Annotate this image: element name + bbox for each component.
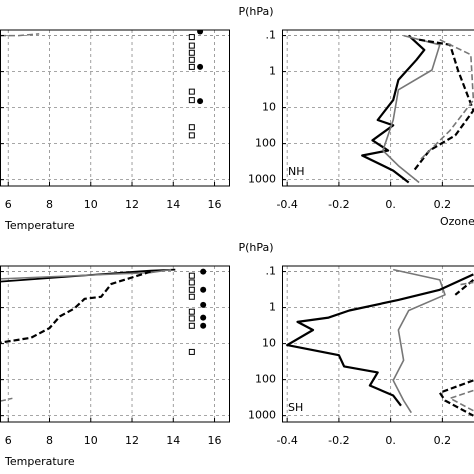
circle-marker <box>200 322 207 329</box>
y-tick-label: 1000 <box>248 173 276 186</box>
square-marker <box>188 279 195 286</box>
y-tick-label: 100 <box>255 373 276 386</box>
x-tick-label: 12 <box>125 434 139 447</box>
y-axis-label: P(hPa) <box>238 5 273 18</box>
profile-line <box>418 38 474 162</box>
panel: -0.4 -0.2 0. 0.2 .1 1 10 100 1000 SH P(hPa) <box>238 241 474 447</box>
panel-label: SH <box>288 401 303 414</box>
plot-frame <box>282 265 474 423</box>
x-tick-label: 12 <box>125 198 139 211</box>
x-axis-label: Ozone ( <box>440 215 474 228</box>
y-tick-label: 10 <box>262 101 276 114</box>
square-marker <box>188 293 195 300</box>
x-tick-label: 16 <box>208 198 222 211</box>
square-marker <box>188 322 195 329</box>
profile-line <box>413 38 474 172</box>
y-tick-label: 10 <box>262 337 276 350</box>
y-tick-label: 1 <box>269 65 276 78</box>
plot-frame <box>0 29 230 187</box>
y-tick-label: .1 <box>266 29 277 42</box>
square-marker <box>188 34 195 41</box>
profile-line <box>0 270 151 344</box>
x-tick-label: 14 <box>166 198 180 211</box>
circle-marker <box>197 30 204 35</box>
plot-area <box>0 30 230 186</box>
square-marker <box>188 42 195 49</box>
profile-line <box>438 279 474 417</box>
y-tick-label: 1 <box>269 301 276 314</box>
square-marker <box>188 348 195 355</box>
x-tick-label: 14 <box>166 434 180 447</box>
x-tick-label: -0.2 <box>328 434 349 447</box>
panel-label: NH <box>288 165 305 178</box>
profile-line <box>286 273 474 407</box>
profile-line <box>0 33 40 37</box>
plot-area <box>282 266 474 422</box>
panel: -0.4 -0.2 0. 0.2 .1 1 10 100 1000 NH P(hPa) Ozone ( <box>238 5 474 228</box>
x-tick-label: 16 <box>208 434 222 447</box>
x-tick-label: 0. <box>385 434 396 447</box>
x-tick-label: 10 <box>84 434 98 447</box>
circle-marker <box>200 314 207 321</box>
circle-marker <box>197 98 204 105</box>
plot-area <box>0 266 230 422</box>
panel: 6 8 10 12 14 16 Temperature <box>0 265 230 468</box>
profile-line <box>392 268 446 414</box>
square-marker <box>188 63 195 70</box>
panel: 6 8 10 12 14 16 Temperature <box>0 29 230 232</box>
plot-frame <box>282 29 474 187</box>
y-axis-label: P(hPa) <box>238 241 273 254</box>
x-tick-label: 0.2 <box>434 198 452 211</box>
plot-frame <box>0 265 230 423</box>
y-tick-label: .1 <box>266 265 277 278</box>
square-marker <box>188 88 195 95</box>
square-marker <box>188 132 195 139</box>
profile-line <box>361 34 426 184</box>
square-marker <box>188 97 195 104</box>
y-tick-label: 1000 <box>248 409 276 422</box>
x-tick-label: -0.4 <box>276 434 297 447</box>
square-marker <box>188 308 195 315</box>
x-tick-label: 0. <box>385 198 396 211</box>
profile-line <box>382 34 441 184</box>
circle-marker <box>200 286 207 293</box>
x-tick-label: -0.2 <box>328 198 349 211</box>
x-tick-label: 8 <box>46 198 53 211</box>
x-tick-label: 6 <box>5 198 12 211</box>
plot-area <box>282 30 474 186</box>
circle-marker <box>200 268 207 275</box>
x-axis-label: Temperature <box>4 219 75 232</box>
x-tick-label: 10 <box>84 198 98 211</box>
profile-line <box>449 281 474 412</box>
circle-marker <box>200 301 207 308</box>
x-tick-label: 8 <box>46 434 53 447</box>
y-tick-label: 100 <box>255 137 276 150</box>
square-marker <box>188 124 195 131</box>
x-axis-label: Temperature <box>4 455 75 468</box>
profile-line <box>0 397 13 402</box>
square-marker <box>188 49 195 56</box>
x-tick-label: 6 <box>5 434 12 447</box>
x-tick-label: 0.2 <box>434 434 452 447</box>
circle-marker <box>197 63 204 70</box>
x-tick-label: -0.4 <box>276 198 297 211</box>
square-marker <box>188 286 195 293</box>
square-marker <box>188 272 195 279</box>
square-marker <box>188 315 195 322</box>
square-marker <box>188 56 195 63</box>
